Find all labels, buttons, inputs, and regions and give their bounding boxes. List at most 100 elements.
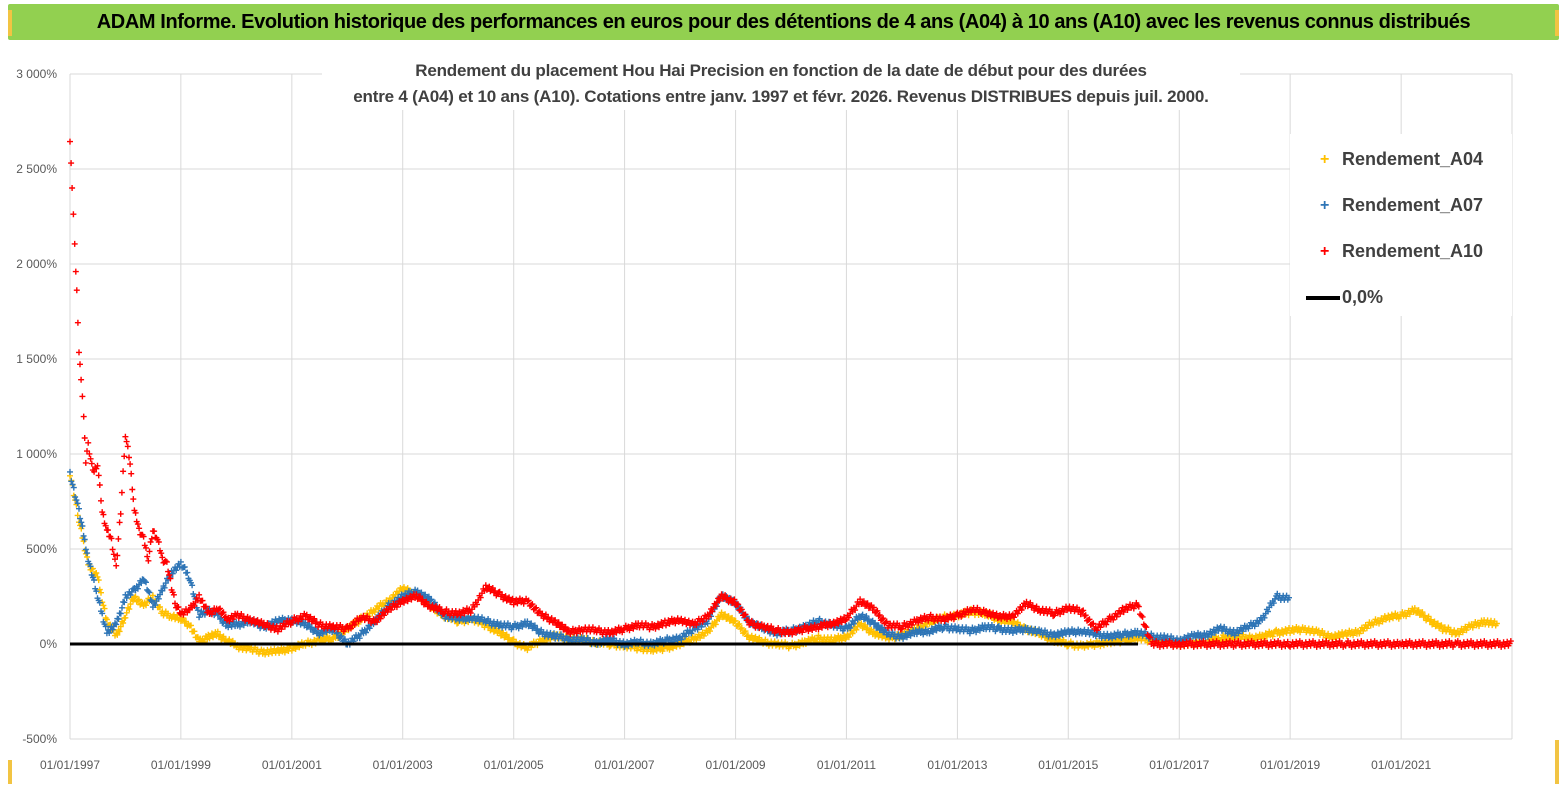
x-tick-label: 01/01/2009 <box>706 758 766 772</box>
data-point <box>69 185 76 191</box>
data-point <box>477 594 484 601</box>
data-point <box>155 595 162 602</box>
data-point <box>226 636 233 643</box>
data-point <box>109 546 116 553</box>
y-tick-label: 2 500% <box>16 162 57 176</box>
data-point <box>175 604 182 610</box>
data-point <box>126 454 132 461</box>
data-point <box>128 470 135 477</box>
data-point <box>100 602 107 609</box>
data-point <box>555 619 562 626</box>
y-tick-label: 500% <box>26 542 57 556</box>
data-point <box>71 240 78 247</box>
data-point <box>188 622 194 629</box>
data-point <box>329 623 336 630</box>
data-point <box>348 625 354 632</box>
legend-marker-a04: + <box>1320 151 1330 168</box>
data-point <box>117 610 124 617</box>
data-point <box>559 621 566 628</box>
data-point <box>1431 618 1438 625</box>
data-point <box>274 628 281 635</box>
data-point <box>845 634 852 641</box>
data-point <box>1110 616 1117 623</box>
data-point <box>161 584 168 591</box>
data-point <box>68 478 75 485</box>
data-point <box>371 609 378 616</box>
legend-label-a10: Rendement_A10 <box>1342 241 1484 261</box>
data-point <box>688 630 695 637</box>
data-point <box>199 597 206 604</box>
data-point <box>1379 618 1386 625</box>
data-point <box>281 623 288 630</box>
data-point <box>474 601 480 608</box>
data-point <box>535 609 542 616</box>
data-point <box>1493 620 1500 627</box>
x-tick-label: 01/01/2015 <box>1038 758 1098 772</box>
data-point <box>882 619 889 626</box>
data-point <box>67 468 73 475</box>
data-point <box>74 500 81 507</box>
data-point <box>181 564 188 570</box>
data-point <box>1143 624 1150 631</box>
data-point <box>141 578 148 585</box>
data-point <box>155 539 162 545</box>
data-point <box>214 628 221 635</box>
data-point <box>419 596 426 603</box>
data-point <box>126 606 133 613</box>
data-point <box>145 557 152 564</box>
data-point <box>528 620 535 627</box>
data-point <box>72 268 79 275</box>
data-point <box>742 611 749 618</box>
data-point <box>735 601 742 608</box>
data-point <box>134 585 141 592</box>
data-point <box>1077 611 1084 618</box>
data-point <box>864 625 871 631</box>
data-point <box>149 592 156 599</box>
data-point <box>134 521 141 528</box>
data-point <box>1139 613 1146 620</box>
data-point <box>467 610 474 616</box>
data-point <box>374 619 381 626</box>
data-point <box>1135 603 1142 610</box>
data-point <box>308 624 315 631</box>
data-point <box>167 575 174 582</box>
data-point <box>534 625 541 632</box>
data-point <box>712 621 719 628</box>
data-point <box>196 591 203 598</box>
data-point <box>529 601 536 608</box>
data-point <box>524 598 531 605</box>
data-point <box>191 628 198 635</box>
data-point <box>870 604 877 611</box>
data-point <box>102 522 109 529</box>
data-point <box>351 621 358 628</box>
data-point <box>337 634 344 640</box>
data-point <box>146 548 153 555</box>
data-point <box>115 535 122 542</box>
data-point <box>113 562 120 569</box>
data-point <box>1057 611 1064 618</box>
x-tick-label: 01/01/2019 <box>1260 758 1320 772</box>
data-point <box>393 604 400 611</box>
data-point <box>144 553 151 560</box>
legend-label-zero: 0,0% <box>1342 287 1384 307</box>
data-point <box>108 535 115 542</box>
data-point <box>682 633 688 640</box>
data-point <box>428 596 435 603</box>
data-point <box>129 486 136 493</box>
data-point <box>500 629 507 636</box>
data-point <box>707 628 713 635</box>
data-point <box>1211 629 1218 636</box>
x-tick-label: 01/01/2007 <box>595 758 655 772</box>
data-point <box>189 582 196 589</box>
data-point <box>119 604 125 611</box>
data-point <box>952 623 959 630</box>
data-point <box>732 617 739 624</box>
data-point <box>853 626 860 633</box>
data-point <box>694 626 701 633</box>
data-point <box>413 591 420 598</box>
data-point <box>531 622 538 629</box>
data-point <box>76 349 82 356</box>
data-point <box>220 633 227 640</box>
data-point <box>418 589 425 596</box>
data-point <box>1147 634 1154 641</box>
